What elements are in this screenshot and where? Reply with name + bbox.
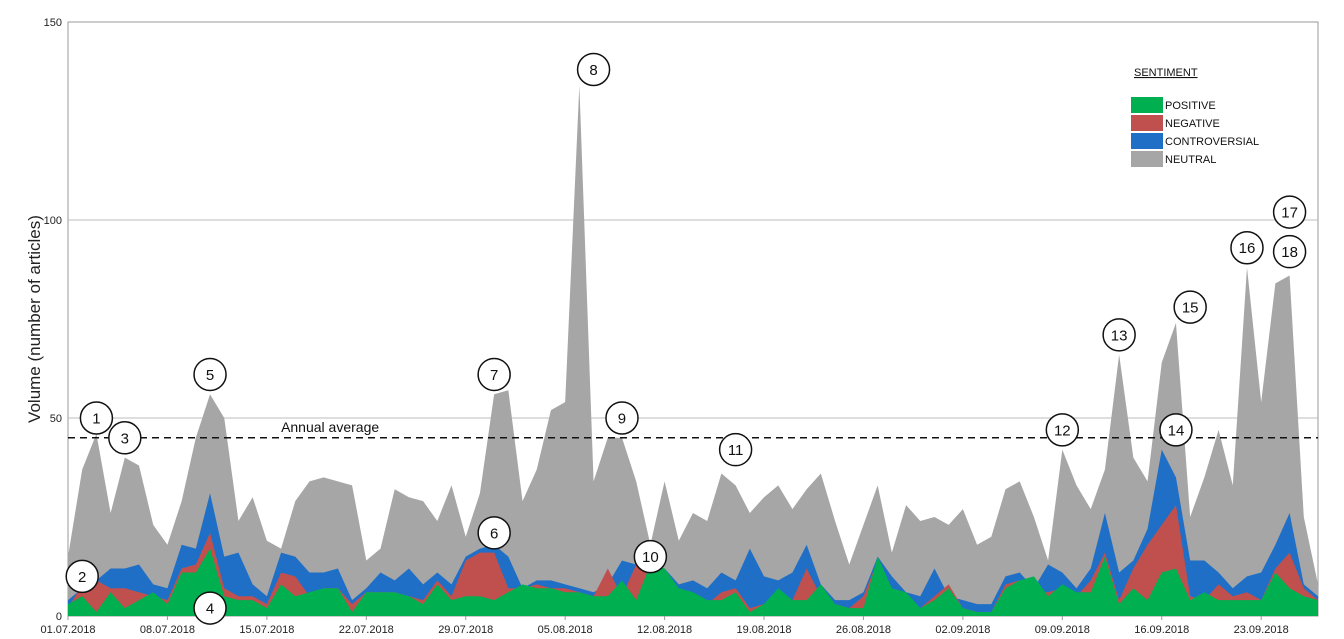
event-circle-16 [1230,230,1264,265]
event-marker-1: 1 [79,401,114,435]
event-label-18: 18 [1281,244,1298,261]
event-label-8: 8 [589,62,597,79]
event-label-2: 2 [78,569,86,586]
event-circle-7 [477,357,511,392]
event-circle-3 [108,421,142,455]
y-axis-label: Volume (number of articles) [25,215,44,423]
event-circle-17 [1272,195,1307,229]
x-tick-label-8: 26.08.2018 [836,624,891,636]
event-label-1: 1 [92,411,100,428]
event-marker-7: 7 [477,357,511,392]
event-circle-5 [193,357,227,392]
x-tick-label-0: 01.07.2018 [40,624,95,636]
event-circle-2 [65,559,99,594]
event-circle-13 [1102,318,1136,352]
legend-title: SENTIMENT [1134,67,1198,79]
event-circle-14 [1159,413,1193,447]
event-label-13: 13 [1111,327,1128,344]
x-tick-label-4: 29.07.2018 [438,624,493,636]
legend-label-negative: NEGATIVE [1165,118,1220,130]
event-circle-8 [576,52,611,87]
event-marker-8: 8 [576,52,611,87]
event-marker-9: 9 [605,401,639,435]
event-circle-18 [1272,234,1307,269]
event-marker-4: 4 [193,591,227,625]
event-label-11: 11 [728,442,744,459]
legend-swatch-positive [1131,97,1163,113]
event-marker-12: 12 [1045,413,1080,447]
y-tick-label-3: 150 [44,17,62,29]
event-label-15: 15 [1182,300,1199,317]
event-label-12: 12 [1054,422,1071,439]
event-marker-6: 6 [477,516,511,550]
event-circle-15 [1173,290,1207,324]
y-tick-label-1: 50 [50,413,62,425]
event-marker-13: 13 [1102,318,1136,352]
event-marker-11: 11 [718,432,753,467]
area-controversial [68,449,1318,616]
event-label-10: 10 [642,549,659,566]
event-label-6: 6 [490,525,498,542]
event-circle-1 [79,401,114,435]
x-tick-label-3: 22.07.2018 [339,624,394,636]
x-tick-label-1: 08.07.2018 [140,624,195,636]
event-circle-12 [1045,413,1080,447]
x-tick-label-5: 05.08.2018 [538,624,593,636]
legend-swatch-controversial [1131,133,1163,149]
event-marker-16: 16 [1230,230,1264,265]
legend-label-controversial: CONTROVERSIAL [1165,136,1259,148]
y-axis-ticks: 0 50 100 150 [44,17,62,623]
event-marker-2: 2 [65,559,99,594]
event-label-9: 9 [618,411,626,428]
legend-swatch-negative [1131,115,1163,131]
annual-average-label: Annual average [281,419,379,435]
legend-swatch-neutral [1131,151,1163,167]
event-marker-10: 10 [633,539,668,574]
x-tick-label-7: 19.08.2018 [736,624,791,636]
event-label-14: 14 [1168,422,1185,439]
sentiment-areas [68,85,1318,617]
event-marker-17: 17 [1272,195,1307,229]
event-label-5: 5 [206,367,214,384]
annual-average: Annual average [68,419,1318,439]
event-circle-4 [193,591,227,625]
event-label-4: 4 [206,601,214,618]
event-label-7: 7 [490,367,498,384]
area-positive [68,548,1318,616]
event-marker-5: 5 [193,357,227,392]
legend: SENTIMENT POSITIVE NEGATIVE CONTROVERSIAL N… [1131,67,1259,167]
x-tick-label-9: 02.09.2018 [935,624,990,636]
event-circle-9 [605,401,639,435]
y-tick-label-0: 0 [56,611,62,623]
x-tick-label-2: 15.07.2018 [239,624,294,636]
event-marker-18: 18 [1272,234,1307,269]
x-tick-label-11: 16.09.2018 [1134,624,1189,636]
x-tick-label-12: 23.09.2018 [1234,624,1289,636]
event-label-16: 16 [1239,240,1256,257]
x-tick-label-6: 12.08.2018 [637,624,692,636]
event-circle-6 [477,516,511,550]
event-marker-14: 14 [1159,413,1193,447]
event-label-3: 3 [121,430,129,447]
x-axis-ticks: 01.07.2018 08.07.2018 15.07.2018 22.07.2018… [40,616,1289,636]
legend-label-positive: POSITIVE [1165,100,1216,112]
gridlines [68,219,1318,419]
event-circle-10 [633,539,668,574]
event-marker-3: 3 [108,421,142,455]
event-marker-15: 15 [1173,290,1207,324]
y-tick-label-2: 100 [44,215,62,227]
x-tick-label-10: 09.09.2018 [1035,624,1090,636]
event-label-17: 17 [1281,205,1298,222]
event-circle-11 [718,432,753,467]
legend-label-neutral: NEUTRAL [1165,154,1216,166]
